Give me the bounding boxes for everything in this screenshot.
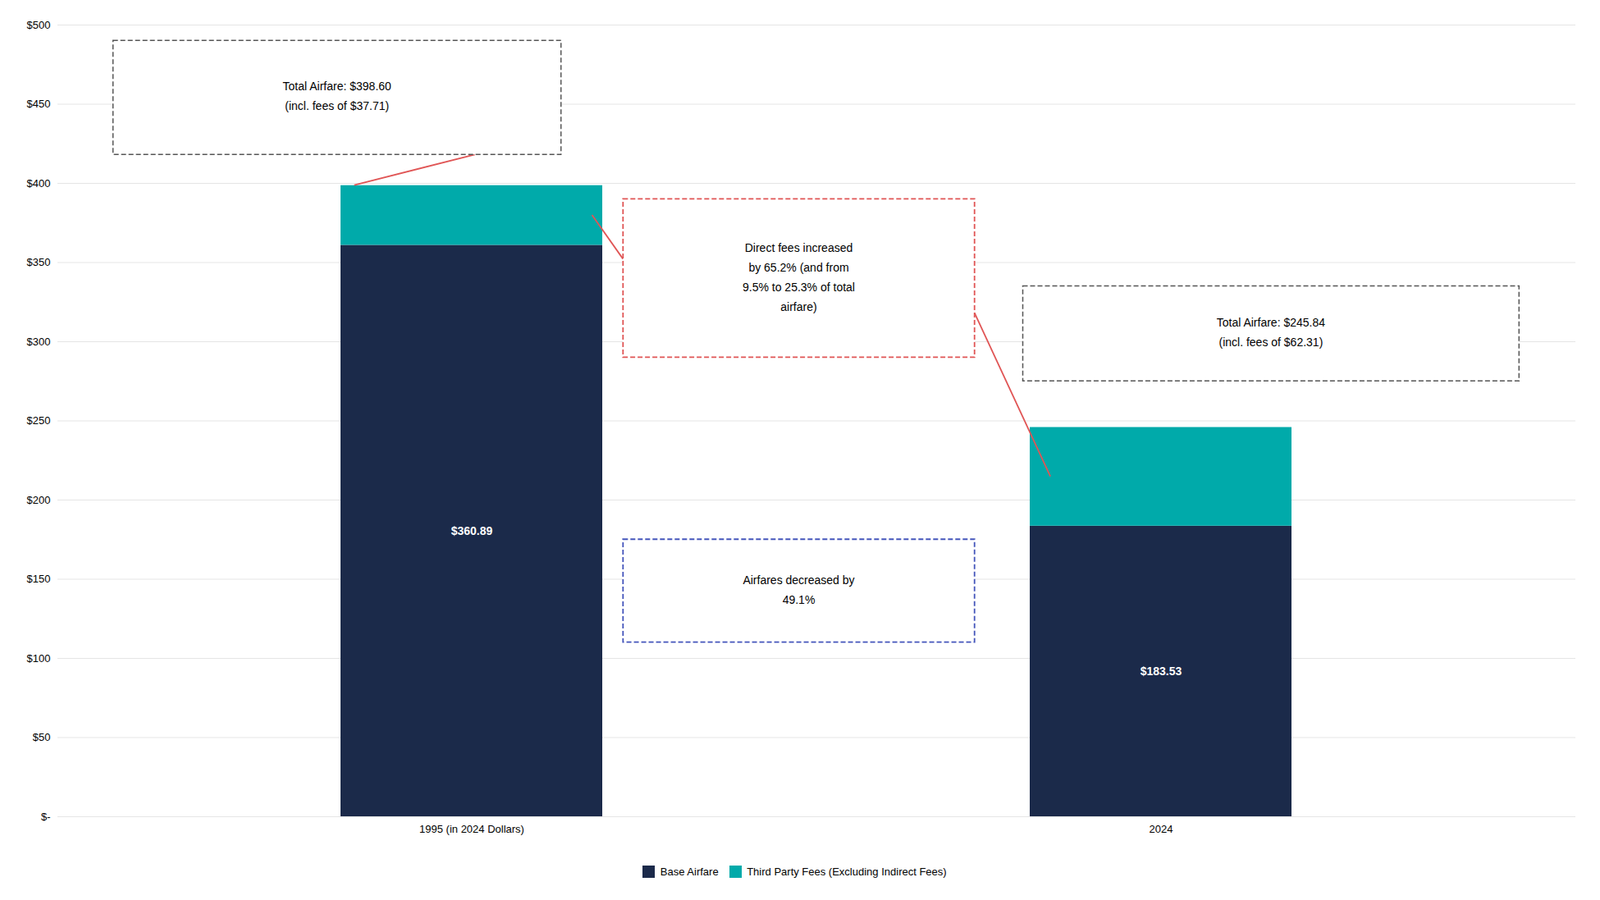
- svg-text:$450: $450: [27, 97, 51, 110]
- svg-text:$150: $150: [27, 572, 51, 586]
- svg-text:1995 (in 2024 Dollars): 1995 (in 2024 Dollars): [419, 822, 525, 836]
- svg-text:$500: $500: [27, 18, 51, 32]
- svg-text:2024: 2024: [1149, 822, 1174, 836]
- svg-text:$250: $250: [27, 414, 51, 427]
- svg-text:$300: $300: [27, 335, 51, 348]
- html-text:Base Airfare: Base Airfare: [660, 865, 719, 878]
- svg-text:$200: $200: [27, 493, 51, 507]
- svg-text:Airfares decreased by49.1%: Airfares decreased by49.1%: [742, 573, 855, 607]
- svg-text:$183.53: $183.53: [1140, 664, 1183, 678]
- svg-text:$100: $100: [27, 652, 51, 665]
- svg-text:Total Airfare: $245.84(incl. f: Total Airfare: $245.84(incl. fees of $62…: [1216, 315, 1326, 349]
- svg-text:$350: $350: [27, 256, 51, 269]
- svg-text:Total Airfare: $398.60(incl. f: Total Airfare: $398.60(incl. fees of $37…: [283, 79, 393, 113]
- svg-text:$360.89: $360.89: [451, 524, 494, 538]
- svg-text:$50: $50: [32, 731, 51, 744]
- html-text:Third Party Fees (Excluding In: Third Party Fees (Excluding Indirect Fee…: [746, 865, 947, 878]
- svg-text:$400: $400: [27, 177, 51, 190]
- svg-text:Direct fees increasedby 65.2%: Direct fees increasedby 65.2% (and from9…: [742, 241, 855, 314]
- svg-text:$-: $-: [41, 810, 51, 823]
